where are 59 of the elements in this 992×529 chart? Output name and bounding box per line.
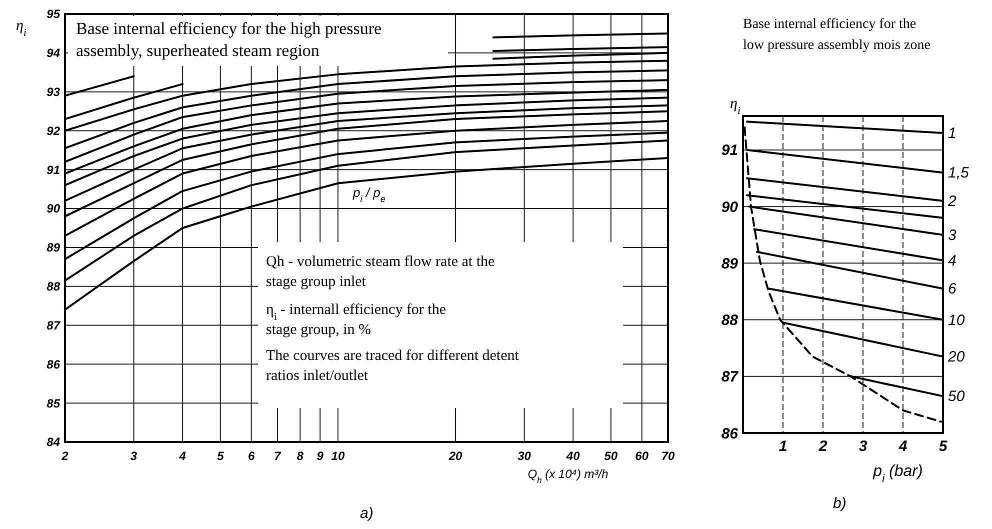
y-tick-label: 85 — [46, 396, 60, 410]
series-label: 1,5 — [948, 164, 970, 182]
series-label: 10 — [948, 312, 966, 329]
x-tick-label: 60 — [635, 449, 649, 463]
x-tick-label: 2 — [818, 438, 828, 455]
y-tick-label: 86 — [46, 357, 60, 372]
y-tick-label: 95 — [46, 7, 60, 22]
series-label: 50 — [948, 388, 966, 406]
x-axis-title: Q$_{h}$ (x 10⁴) m³/h — [528, 467, 609, 485]
x-tick-label: 3 — [130, 449, 138, 463]
x-tick-label: 1 — [778, 438, 788, 455]
series-label: 6 — [948, 280, 957, 298]
x-tick-label: 50 — [604, 449, 618, 463]
y-tick-label: 93 — [46, 85, 60, 100]
x-tick-label: 9 — [316, 449, 324, 463]
annotation: η$_{i}$ - internall efficiency for the stage group, in % — [266, 302, 446, 338]
y-axis-title: η$_{i}$ — [730, 96, 740, 116]
x-tick-label: 3 — [858, 438, 868, 455]
y-tick-label: 91 — [721, 142, 738, 160]
annotation: p$_{i}$ / p$_{e}$ — [352, 185, 386, 204]
y-tick-label: 91 — [46, 162, 60, 177]
y-tick-label: 87 — [46, 318, 62, 332]
y-tick-label: 90 — [46, 202, 60, 216]
x-tick-label: 7 — [274, 449, 282, 463]
y-tick-label: 89 — [46, 240, 60, 255]
x-tick-label: 5 — [217, 449, 224, 463]
series-label: 4 — [948, 252, 956, 270]
annotation: The courves are traced for different detent ratios inlet/outlet — [266, 348, 520, 384]
y-tick-label: 89 — [721, 255, 739, 272]
x-tick-label: 10 — [331, 449, 345, 463]
x-tick-label: 30 — [518, 449, 532, 463]
text: a) — [360, 505, 374, 522]
y-tick-label: 90 — [721, 198, 739, 216]
series-label: 2 — [947, 192, 957, 210]
text: b) — [833, 495, 846, 512]
y-tick-label: 87 — [721, 368, 739, 386]
annotation: Qh - volumetric steam flow rate at the stage group inlet — [266, 254, 496, 290]
y-tick-label: 88 — [721, 312, 739, 330]
x-tick-label: 40 — [565, 449, 580, 463]
y-tick-label: 84 — [46, 435, 60, 450]
x-tick-label: 70 — [661, 449, 675, 463]
y-tick-label: 88 — [46, 280, 60, 294]
series-label: 1 — [948, 124, 956, 142]
x-tick-label: 20 — [448, 449, 463, 463]
x-tick-label: 2 — [60, 449, 69, 463]
x-tick-label: 5 — [938, 438, 948, 455]
y-axis-title: η$_{i}$ — [16, 18, 26, 38]
y-tick-label: 94 — [46, 46, 60, 60]
series-label: 20 — [947, 348, 966, 366]
chart-title: Base internal efficiency for the low pressure assembly mois zone — [743, 17, 930, 53]
x-tick-label: 4 — [178, 449, 186, 463]
y-tick-label: 86 — [721, 425, 739, 442]
x-tick-label: 6 — [248, 449, 255, 463]
y-tick-label: 92 — [46, 124, 60, 138]
x-tick-label: 4 — [898, 438, 908, 455]
series-label: 3 — [948, 226, 957, 244]
x-axis-title: p$_{i}$ (bar) — [872, 463, 923, 485]
x-tick-label: 8 — [296, 449, 304, 463]
text: Base internal efficiency for the high pressure assembly, superheated steam region — [76, 19, 382, 60]
